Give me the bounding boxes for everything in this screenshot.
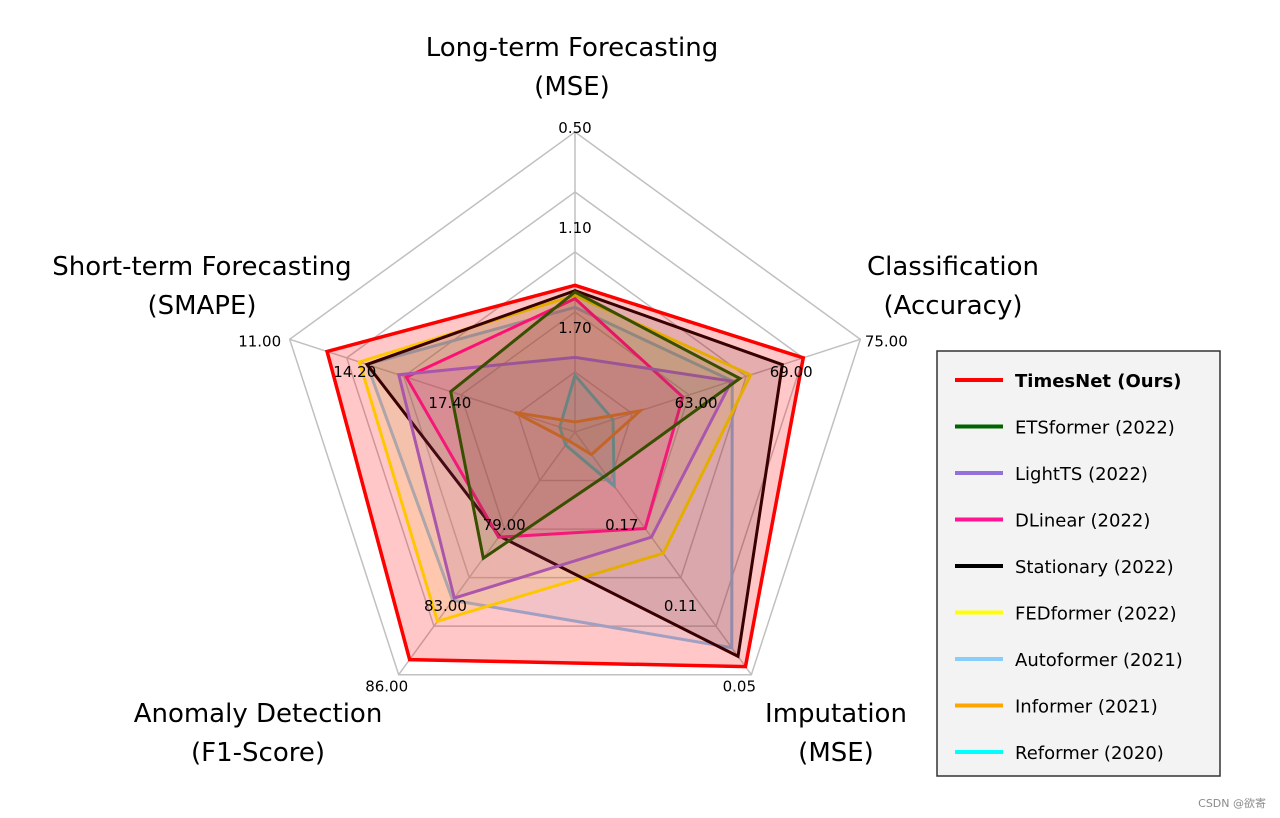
series-informer-2021: [514, 408, 646, 457]
axis-title: (F1-Score): [191, 738, 325, 768]
axis-titles: Long-term Forecasting (MSE) Classification…: [52, 33, 1039, 768]
grid-ring-5: [288, 131, 862, 676]
legend-label: Informer (2021): [1015, 697, 1158, 718]
series-autoformer-2021: [365, 305, 734, 650]
axis-title: (Accuracy): [884, 291, 1023, 321]
legend-label: ETSformer (2022): [1015, 418, 1175, 439]
legend-label: LightTS (2022): [1015, 464, 1148, 485]
legend-label: Autoformer (2021): [1015, 650, 1183, 671]
tick-label: 0.17: [605, 516, 638, 534]
tick-label: 63.00: [675, 394, 718, 412]
grid-ring-2: [459, 311, 691, 530]
series-layer: [324, 283, 806, 669]
axis-title: (MSE): [534, 72, 610, 102]
axis-title: Imputation: [765, 699, 907, 729]
tick-label: 79.00: [483, 516, 526, 534]
legend-label: Stationary (2022): [1015, 557, 1174, 578]
legend-label: FEDformer (2022): [1015, 604, 1177, 625]
tick-label: 0.50: [558, 119, 591, 137]
axis-title: (SMAPE): [147, 291, 256, 321]
tick-label: 86.00: [365, 678, 408, 696]
series-etsformer-2022: [449, 290, 743, 561]
tick-label: 1.70: [558, 319, 591, 337]
tick-label: 0.11: [664, 597, 697, 615]
axis-title: Short-term Forecasting: [52, 252, 351, 282]
tick-labels: 0.50 1.10 1.70 75.00 69.00 63.00 0.05 0.11 0.17 8…: [238, 119, 908, 696]
legend: TimesNet (Ours) ETSformer (2022) LightTS (…: [936, 350, 1221, 777]
axis-spoke-1: [574, 338, 861, 433]
tick-label: 69.00: [770, 363, 813, 381]
axis-spoke-4: [289, 338, 576, 433]
legend-label: Reformer (2020): [1015, 743, 1164, 764]
legend-label: TimesNet (Ours): [1015, 371, 1181, 392]
series-reformer-2020: [558, 372, 616, 490]
grid-ring-3: [402, 251, 748, 579]
tick-label: 1.10: [558, 219, 591, 237]
series-stationary-2022: [364, 289, 784, 659]
series-fedformer-2022: [357, 293, 753, 624]
series-dlinear-2022: [404, 296, 685, 539]
tick-label: 11.00: [238, 332, 281, 350]
axis-spoke-3: [398, 431, 576, 676]
series-timesnet-ours: [324, 283, 806, 669]
axis-title: Classification: [867, 252, 1039, 282]
axis-title: Anomaly Detection: [134, 699, 383, 729]
tick-label: 75.00: [865, 332, 908, 350]
legend-label: DLinear (2022): [1015, 511, 1150, 532]
radar-grid: [288, 131, 862, 676]
tick-label: 14.20: [333, 363, 376, 381]
series-lightts-2022: [396, 355, 734, 601]
axis-title: Long-term Forecasting: [426, 33, 719, 63]
grid-ring-4: [345, 191, 805, 627]
tick-label: 83.00: [424, 597, 467, 615]
axis-title: (MSE): [798, 738, 874, 768]
tick-label: 17.40: [428, 394, 471, 412]
watermark: CSDN @欲寄: [1198, 796, 1266, 810]
grid-ring-1: [517, 371, 633, 482]
tick-label: 0.05: [723, 678, 756, 696]
